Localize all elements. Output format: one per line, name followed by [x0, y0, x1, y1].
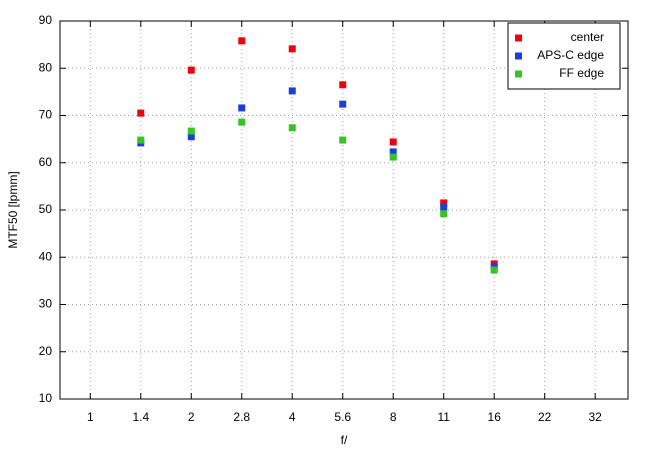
y-tick-label: 40: [39, 249, 53, 263]
x-tick-label: 2: [188, 410, 195, 424]
legend-label: APS-C edge: [537, 48, 604, 62]
legend-marker: [515, 70, 522, 78]
point: [440, 203, 448, 211]
point: [288, 124, 296, 132]
y-axis-label: MTF50 [lpmm]: [6, 171, 20, 248]
x-tick-label: 1.4: [132, 410, 149, 424]
legend-label: center: [571, 30, 604, 44]
legend-marker: [515, 52, 522, 60]
point: [288, 87, 296, 95]
point: [389, 148, 397, 156]
x-tick-label: 16: [488, 410, 502, 424]
point: [238, 37, 246, 45]
x-tick-label: 1: [87, 410, 94, 424]
x-tick-label: 2.8: [233, 410, 250, 424]
point: [187, 127, 195, 135]
point: [187, 133, 195, 141]
x-tick-label: 8: [390, 410, 397, 424]
y-tick-label: 60: [39, 155, 53, 169]
point: [238, 104, 246, 112]
plot-frame: [59, 20, 629, 400]
point: [490, 266, 498, 274]
point: [137, 136, 145, 144]
x-tick-label: 32: [589, 410, 603, 424]
legend-label: FF edge: [559, 66, 604, 80]
x-tick-label: 4: [289, 410, 296, 424]
y-tick-label: 10: [39, 391, 53, 405]
point: [187, 66, 195, 74]
y-tick-label: 80: [39, 60, 53, 74]
point: [440, 199, 448, 207]
x-axis-label: f/: [341, 433, 348, 447]
y-tick-label: 30: [39, 297, 53, 311]
point: [339, 100, 347, 108]
y-tick-label: 70: [39, 108, 53, 122]
x-tick-label: 11: [437, 410, 450, 424]
y-tick-label: 50: [39, 202, 53, 216]
point: [238, 118, 246, 126]
x-tick-label: 22: [538, 410, 552, 424]
legend-box: [507, 22, 621, 90]
point: [440, 210, 448, 218]
point: [389, 153, 397, 161]
point: [339, 81, 347, 89]
y-tick-label: 20: [39, 344, 53, 358]
point: [288, 45, 296, 53]
legend-marker: [515, 34, 522, 42]
point: [137, 109, 145, 117]
x-tick-label: 5.6: [334, 410, 351, 424]
point: [339, 136, 347, 144]
point: [389, 138, 397, 146]
y-tick-label: 90: [39, 13, 53, 27]
